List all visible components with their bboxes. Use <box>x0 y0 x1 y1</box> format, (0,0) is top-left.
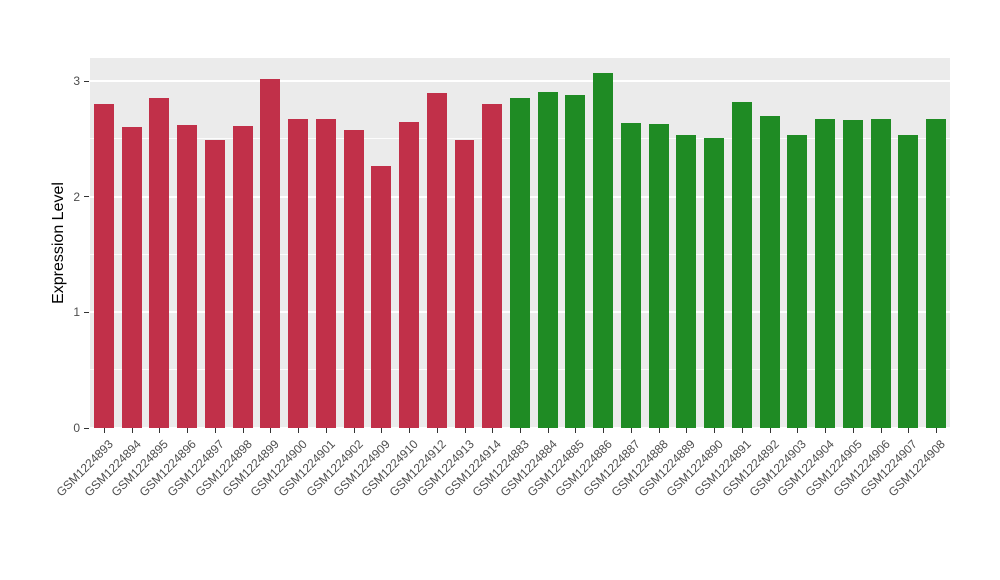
x-tick-mark <box>464 428 466 433</box>
bar <box>260 78 281 428</box>
bar <box>121 127 142 428</box>
bar <box>343 129 364 428</box>
x-tick-mark <box>741 428 743 433</box>
gridline-major <box>90 80 950 83</box>
x-tick-mark <box>381 428 383 433</box>
y-tick-mark <box>84 196 89 198</box>
x-tick-mark <box>630 428 632 433</box>
bar <box>149 98 170 428</box>
y-tick-label: 3 <box>73 74 80 89</box>
x-tick-mark <box>686 428 688 433</box>
y-tick-mark <box>84 80 89 82</box>
x-tick-mark <box>298 428 300 433</box>
x-tick-mark <box>214 428 216 433</box>
bar <box>565 95 586 428</box>
bar <box>704 137 725 428</box>
bars <box>90 58 950 428</box>
bar <box>870 119 891 428</box>
x-tick-mark <box>436 428 438 433</box>
bar <box>454 140 475 428</box>
x-tick-mark <box>409 428 411 433</box>
y-tick-mark <box>84 311 89 313</box>
bar <box>315 119 336 428</box>
bar <box>815 119 836 428</box>
x-tick-mark <box>520 428 521 433</box>
bar <box>731 101 752 428</box>
x-tick-mark <box>825 428 827 433</box>
x-tick-mark <box>131 428 133 433</box>
y-tick-label: 2 <box>73 189 80 204</box>
y-tick-label: 0 <box>73 421 80 435</box>
bar <box>898 135 919 428</box>
x-tick-mark <box>187 428 189 433</box>
x-tick-mark <box>242 428 244 433</box>
bar <box>93 104 114 428</box>
x-tick-mark <box>769 428 771 433</box>
bar <box>510 98 530 428</box>
x-tick-mark <box>547 428 549 433</box>
bar <box>842 120 863 428</box>
x-tick-mark <box>880 428 882 433</box>
x-tick-mark <box>936 428 938 433</box>
bar <box>204 140 225 428</box>
bar <box>593 73 614 428</box>
x-tick-mark <box>797 428 799 433</box>
x-tick-mark <box>103 428 105 433</box>
bar <box>426 92 447 428</box>
y-tick-mark <box>84 427 89 429</box>
bar <box>482 104 503 428</box>
x-tick-mark <box>159 428 161 433</box>
bar <box>787 135 808 428</box>
plot-panel <box>90 58 950 429</box>
bar <box>177 125 198 428</box>
x-tick-mark <box>492 428 494 433</box>
bar <box>232 126 253 428</box>
bar <box>371 165 392 428</box>
bar <box>620 122 641 428</box>
bar <box>926 119 947 428</box>
x-tick-mark <box>852 428 854 433</box>
bar <box>288 119 309 428</box>
x-tick-mark <box>575 428 577 433</box>
bar <box>676 135 697 428</box>
bar <box>537 91 558 428</box>
x-tick-mark <box>325 428 327 433</box>
x-tick-mark <box>714 428 716 433</box>
x-tick-mark <box>270 428 272 433</box>
bar <box>648 123 669 428</box>
x-tick-mark <box>658 428 660 433</box>
x-tick-mark <box>603 428 605 433</box>
bar <box>399 121 419 428</box>
y-tick-label: 1 <box>73 305 80 320</box>
x-tick-mark <box>353 428 355 433</box>
x-tick-mark <box>908 428 910 433</box>
bar <box>759 115 780 428</box>
